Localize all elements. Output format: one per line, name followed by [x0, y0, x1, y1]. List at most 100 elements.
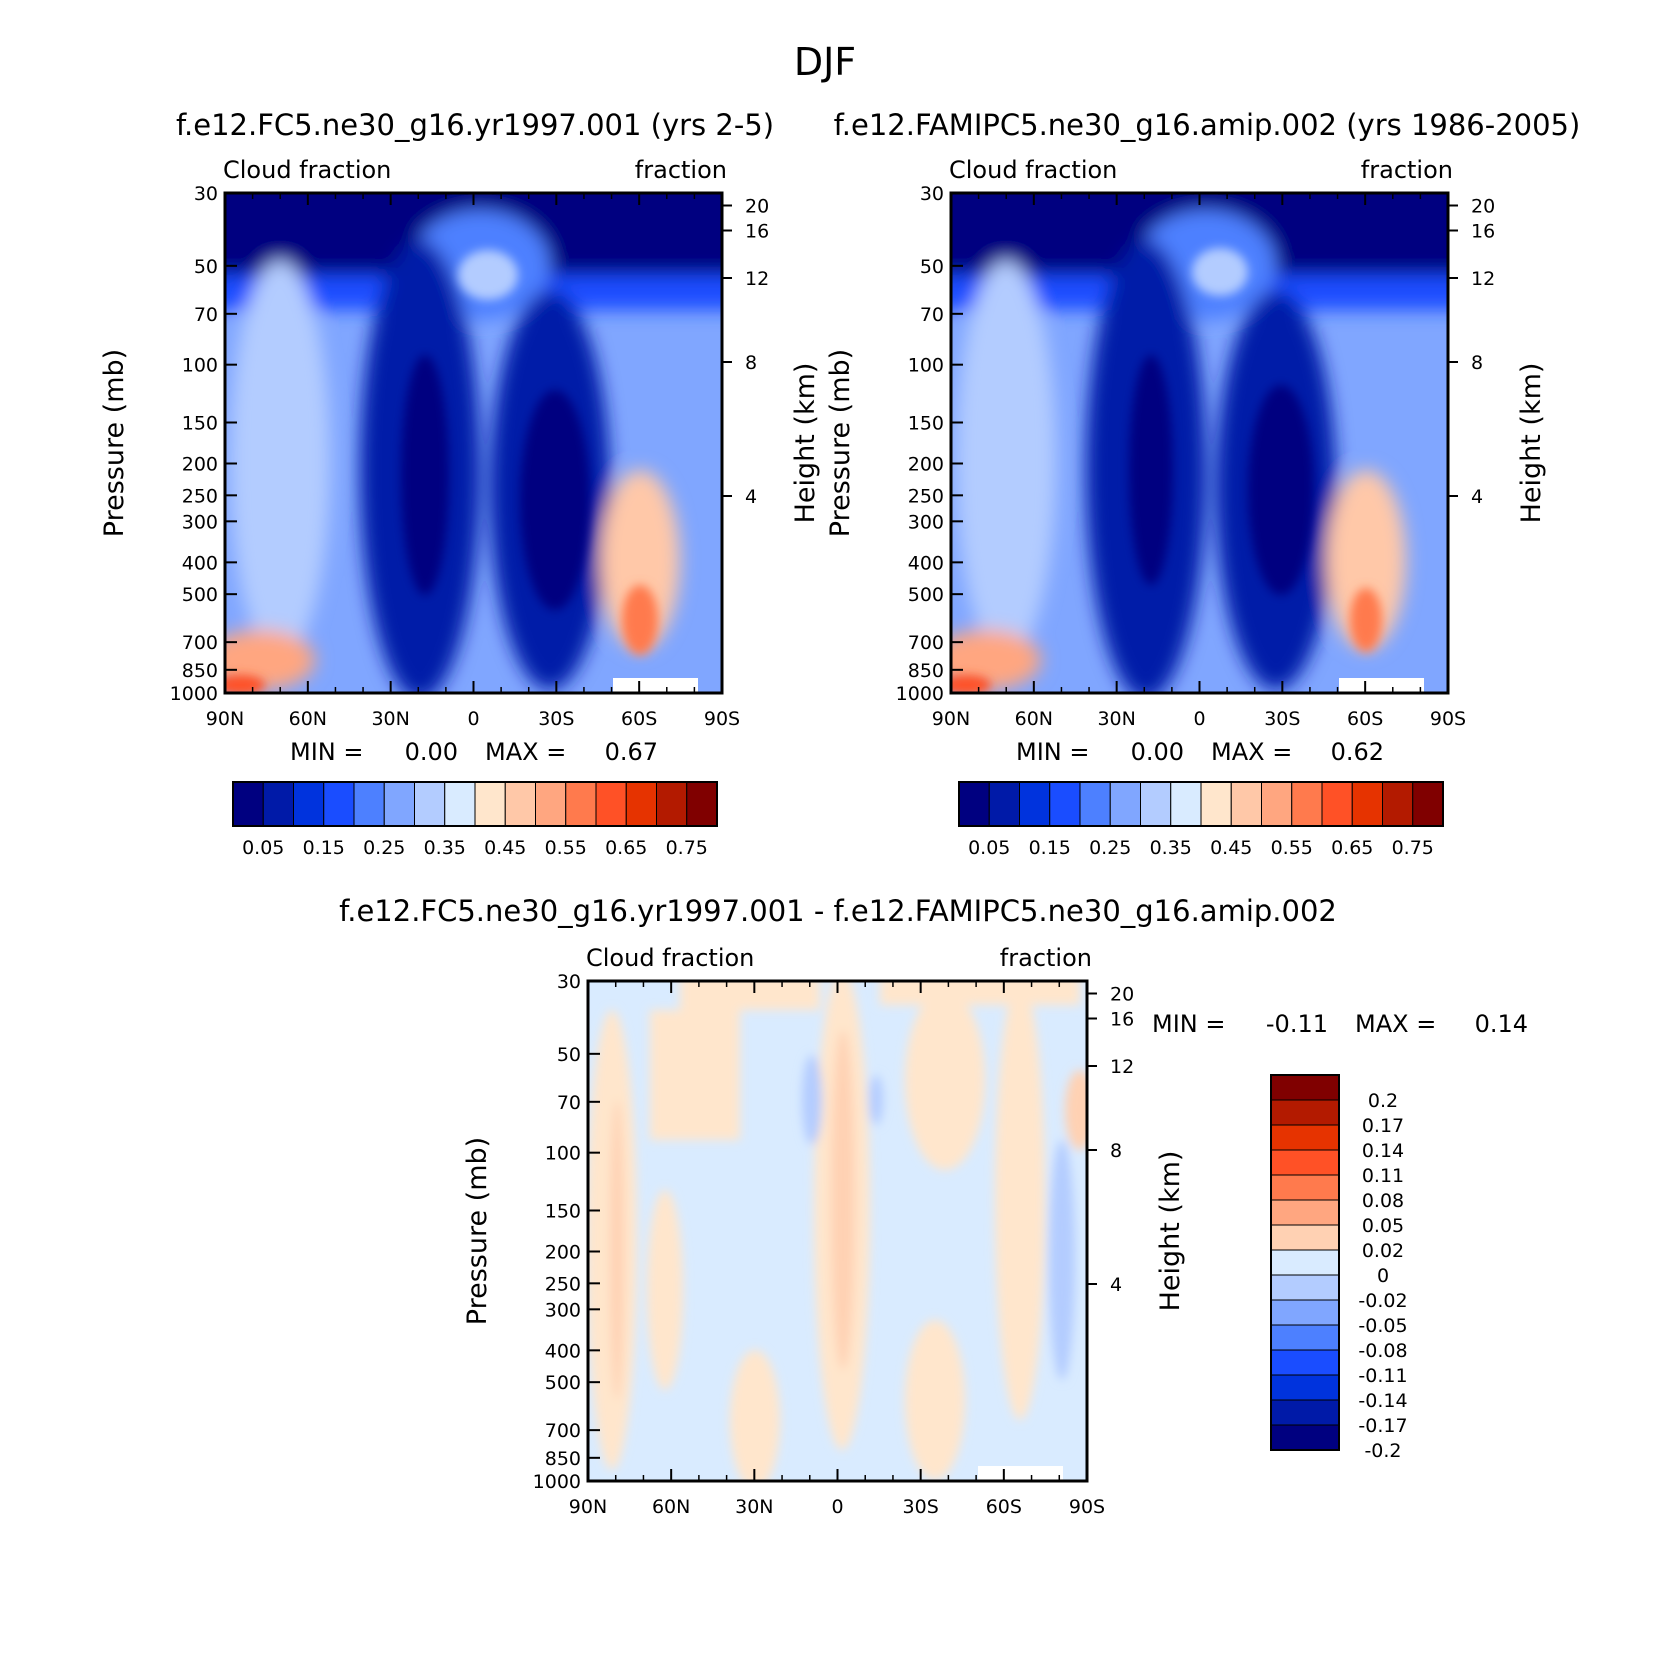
y-tick-label: 150	[545, 1200, 581, 1222]
colorbar-label: 0.05	[968, 837, 1010, 859]
y-tick-label: 250	[545, 1273, 581, 1295]
y-tick-label: 400	[182, 552, 218, 574]
x-tick-label: 90N	[569, 1496, 607, 1518]
colorbar-label: 0.05	[242, 837, 284, 859]
colorbar-swatch	[474, 781, 506, 827]
y-tick-label: 70	[557, 1092, 581, 1114]
field-missing-antarctic	[978, 1466, 1063, 1481]
colorbar-label: -0.17	[1358, 1415, 1407, 1437]
x-tick-label: 90S	[1430, 708, 1466, 730]
panel-2-left-label: Cloud fraction	[949, 156, 1117, 184]
panel-1-contour-field	[225, 193, 722, 693]
field-storm-core	[622, 585, 658, 655]
panel-3: f.e12.FC5.ne30_g16.yr1997.001 - f.e12.FA…	[339, 894, 1528, 1518]
colorbar-swatch	[1270, 1274, 1340, 1301]
colorbar-swatch	[1079, 781, 1111, 827]
colorbar-swatch	[988, 781, 1020, 827]
y-tick-label: 70	[920, 304, 944, 326]
right-tick-label: 8	[1471, 352, 1483, 374]
y-tick-label: 100	[908, 355, 944, 377]
x-tick-label: 90N	[932, 708, 970, 730]
field-pos-eq-core	[831, 1030, 855, 1370]
y-tick-label: 30	[194, 183, 218, 205]
right-tick-label: 20	[1471, 196, 1495, 218]
colorbar-label: 0.15	[1029, 837, 1071, 859]
colorbar-label: -0.2	[1364, 1440, 1401, 1462]
y-tick-label: 500	[182, 584, 218, 606]
panel-2-right-label: fraction	[1361, 156, 1453, 184]
y-tick-label: 300	[908, 511, 944, 533]
y-tick-label: 250	[182, 485, 218, 507]
colorbar-swatch	[1270, 1199, 1340, 1226]
colorbar-swatch	[1351, 781, 1383, 827]
panel-1-colorbar: 0.05 0.15 0.25 0.35 0.45 0.55 0.65 0.75	[232, 781, 718, 859]
colorbar-label: 0.65	[1331, 837, 1373, 859]
panel-3-max-value: 0.14	[1475, 1010, 1528, 1038]
field-tropical-high	[1192, 248, 1248, 296]
right-tick-label: 4	[745, 486, 757, 508]
panel-1-max-value: 0.67	[605, 738, 658, 766]
y-tick-label: 50	[920, 256, 944, 278]
field-sh-storm	[600, 470, 680, 650]
panel-2-min-label: MIN =	[1016, 738, 1089, 766]
field-sh-core	[520, 390, 590, 610]
field-pos-top-2	[880, 981, 1080, 1005]
y-tick-label: 200	[182, 454, 218, 476]
panel-1-axes: 305070100150200250300400500700850100090N…	[99, 183, 821, 730]
panel-1: f.e12.FC5.ne30_g16.yr1997.001 (yrs 2-5) …	[99, 108, 821, 859]
panel-3-min-label: MIN =	[1152, 1010, 1225, 1038]
y-tick-label: 250	[908, 485, 944, 507]
field-sh-core	[1248, 385, 1314, 595]
right-tick-label: 12	[1471, 268, 1495, 290]
x-tick-label: 60S	[1347, 708, 1383, 730]
field-pos-30n-low	[730, 1350, 780, 1481]
x-tick-label: 0	[467, 708, 479, 730]
y-tick-label: 400	[545, 1340, 581, 1362]
panel-3-axes: 305070100150200250300400500700850100090N…	[462, 971, 1186, 1518]
colorbar-swatch	[1270, 1149, 1340, 1176]
right-tick-label: 4	[1110, 1274, 1122, 1296]
colorbar-label: 0.2	[1368, 1090, 1398, 1112]
panel-3-min-value: -0.11	[1266, 1010, 1328, 1038]
colorbar-swatch	[1261, 781, 1293, 827]
field-nh-mid	[230, 260, 330, 660]
colorbar-label: 0.55	[1271, 837, 1313, 859]
colorbar-label: 0.08	[1362, 1190, 1404, 1212]
colorbar-swatch	[1270, 1124, 1340, 1151]
panel-1-right-label: fraction	[635, 156, 727, 184]
panel-2-max-value: 0.62	[1331, 738, 1384, 766]
y-tick-label: 70	[194, 304, 218, 326]
y-tick-label: 500	[908, 584, 944, 606]
y-axis-right-label: Height (km)	[1155, 1151, 1186, 1312]
colorbar-swatch	[1270, 1374, 1340, 1401]
y-tick-label: 200	[545, 1242, 581, 1264]
colorbar-label: 0.45	[484, 837, 526, 859]
colorbar-swatch	[1270, 1349, 1340, 1376]
colorbar-label: 0.15	[303, 837, 345, 859]
x-tick-label: 90S	[1069, 1496, 1105, 1518]
colorbar-swatch	[565, 781, 597, 827]
colorbar-swatch	[535, 781, 567, 827]
right-tick-label: 16	[745, 221, 769, 243]
panel-2-title: f.e12.FAMIPC5.ne30_g16.amip.002 (yrs 198…	[834, 108, 1581, 142]
panel-3-contour-field	[588, 981, 1087, 1481]
colorbar-swatch	[1109, 781, 1141, 827]
right-tick-label: 12	[745, 268, 769, 290]
panel-3-max-label: MAX =	[1355, 1010, 1436, 1038]
right-tick-label: 8	[1110, 1140, 1122, 1162]
colorbar-swatch	[1270, 1174, 1340, 1201]
colorbar-swatch	[1200, 781, 1232, 827]
colorbar-swatch	[595, 781, 627, 827]
field-nh-core	[1129, 355, 1173, 585]
panel-2-max-label: MAX =	[1211, 738, 1292, 766]
y-tick-label: 400	[908, 552, 944, 574]
y-tick-label: 50	[194, 256, 218, 278]
colorbar-label: 0.55	[545, 837, 587, 859]
right-tick-label: 16	[1110, 1009, 1134, 1031]
colorbar-label: 0.17	[1362, 1115, 1404, 1137]
page-title: DJF	[794, 40, 856, 84]
colorbar-swatch	[1270, 1299, 1340, 1326]
colorbar-swatch	[1270, 1224, 1340, 1251]
field-sh-storm	[1326, 470, 1406, 650]
colorbar-label: 0	[1377, 1265, 1389, 1287]
